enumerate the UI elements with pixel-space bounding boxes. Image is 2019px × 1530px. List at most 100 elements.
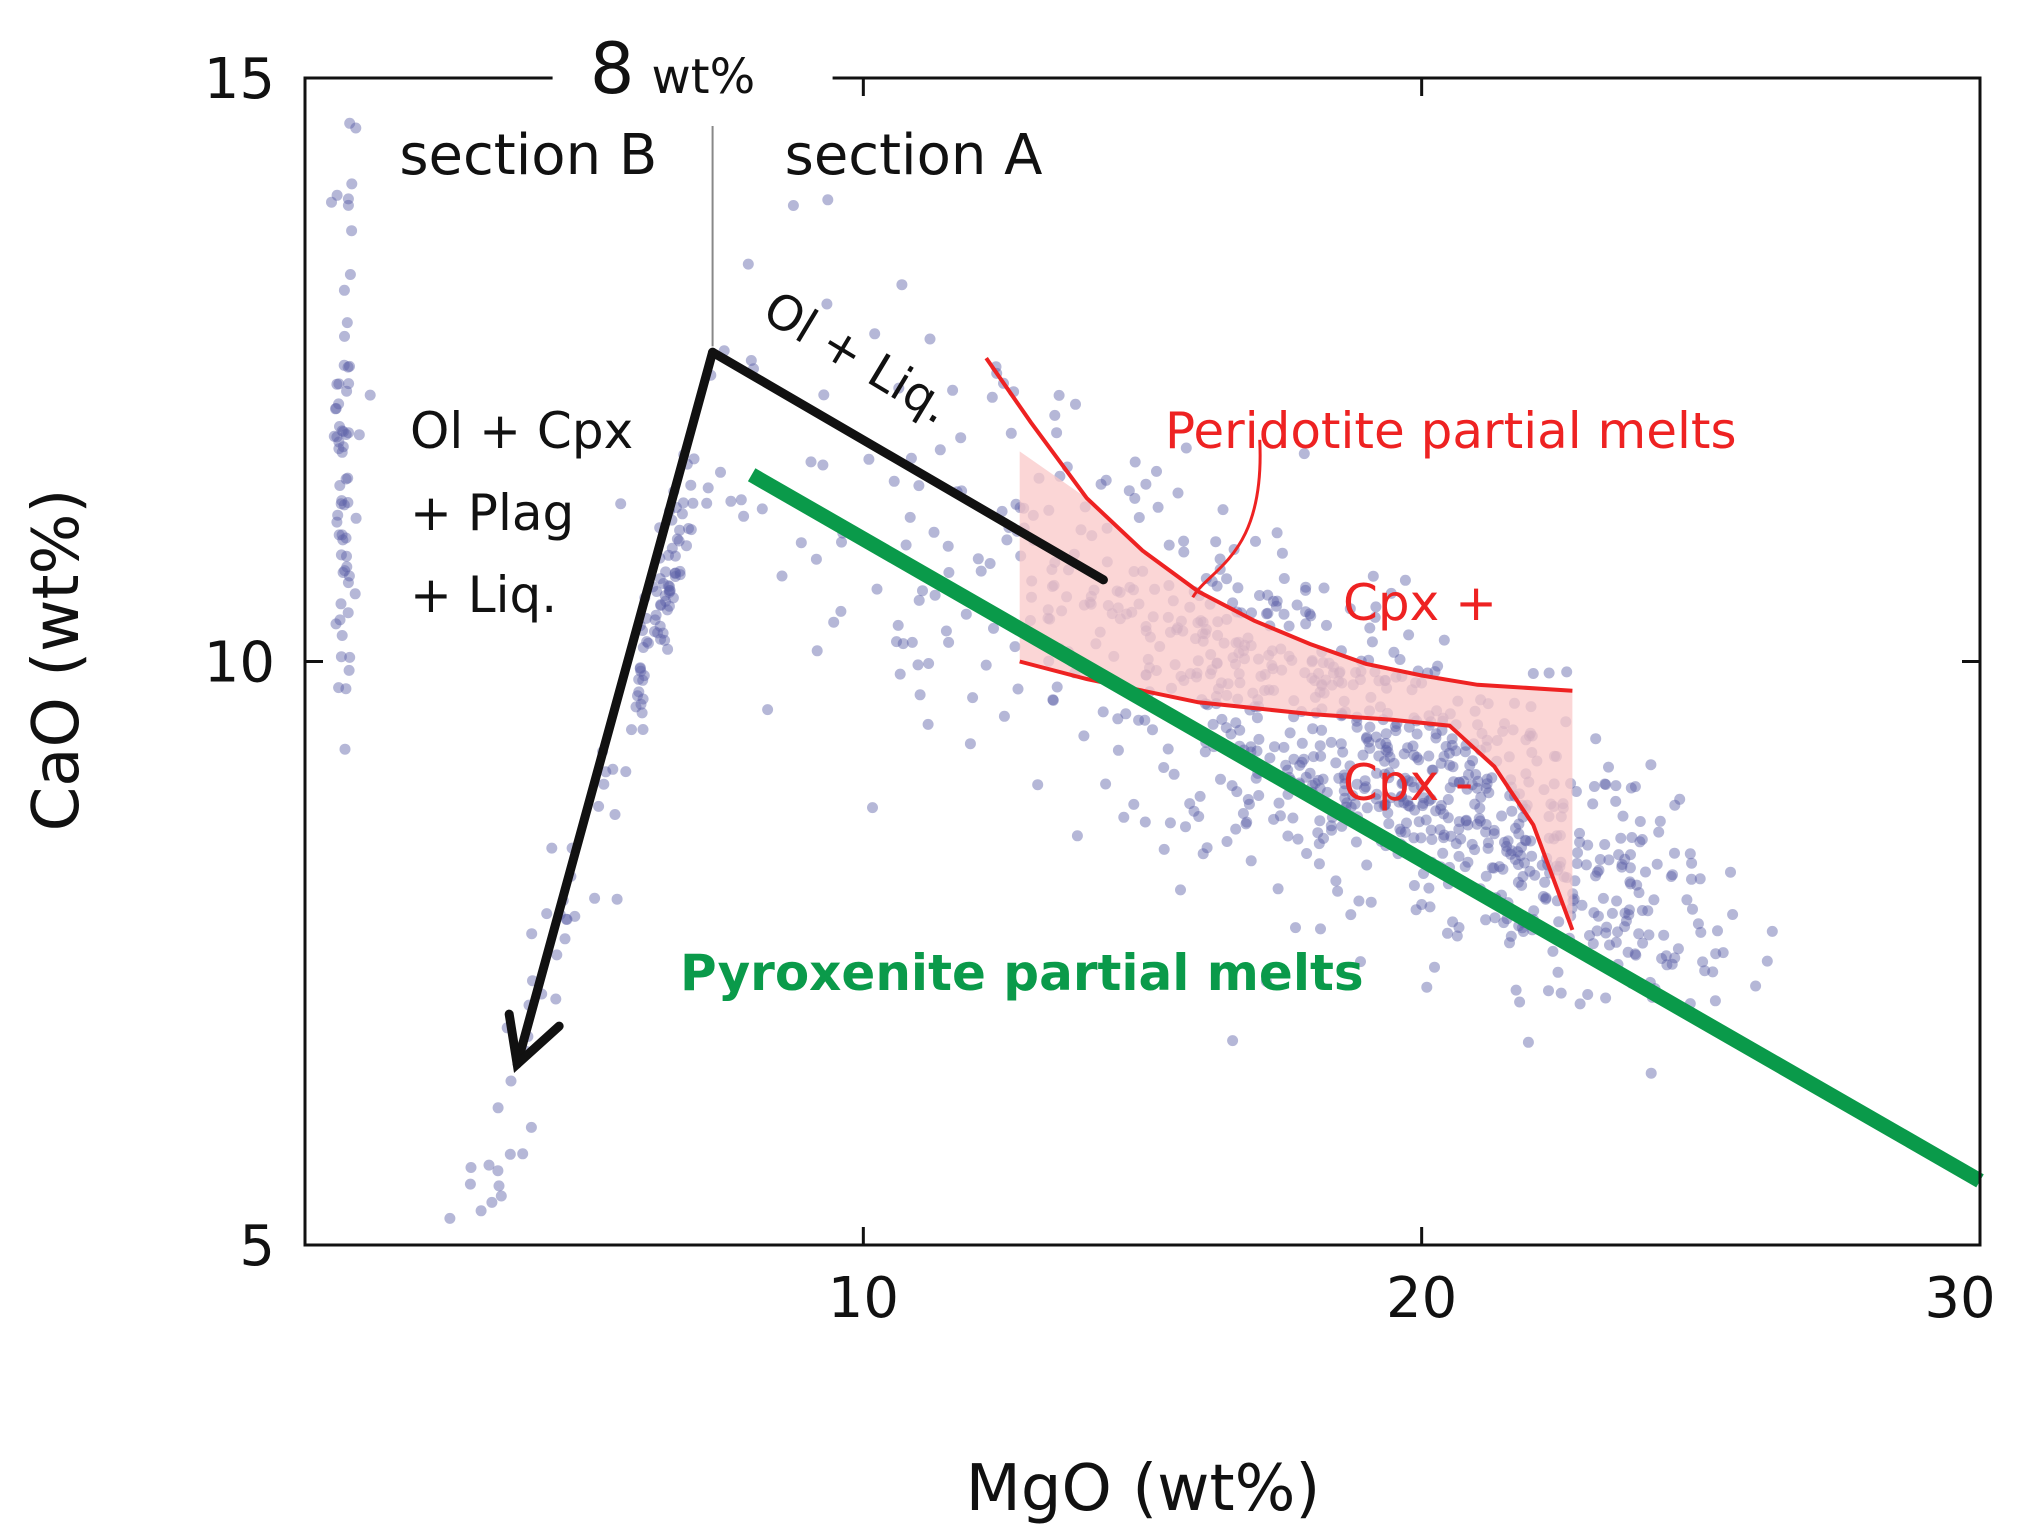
scatter-point xyxy=(635,698,647,710)
section-a-label: section A xyxy=(785,123,1043,188)
scatter-point xyxy=(1380,744,1392,756)
scatter-point xyxy=(676,508,688,520)
scatter-point xyxy=(615,498,627,510)
scatter-point xyxy=(1684,848,1696,860)
cpx-minus-label: Cpx - xyxy=(1343,754,1473,812)
scatter-point xyxy=(1163,539,1175,551)
scatter-point xyxy=(1594,854,1606,865)
scatter-point xyxy=(1407,740,1419,752)
scatter-point xyxy=(1582,839,1594,851)
scatter-point xyxy=(341,385,353,397)
scatter-point xyxy=(1360,733,1372,744)
scatter-point xyxy=(1403,721,1415,733)
scatter-point xyxy=(1461,783,1473,795)
scatter-point xyxy=(1440,741,1452,752)
scatter-point xyxy=(1305,610,1317,622)
scatter-point xyxy=(1473,812,1485,824)
scatter-point xyxy=(335,549,347,561)
scatter-point xyxy=(688,453,700,465)
scatter-point xyxy=(337,567,349,578)
scatter-point xyxy=(335,498,347,510)
scatter-point xyxy=(1296,756,1308,768)
scatter-point xyxy=(1123,485,1135,497)
scatter-point xyxy=(1543,985,1554,997)
scatter-point xyxy=(620,766,632,778)
scatter-point xyxy=(1408,880,1420,891)
scatter-point xyxy=(1398,797,1410,809)
scatter-point xyxy=(1599,839,1611,850)
scatter-point xyxy=(1382,746,1394,758)
scatter-point xyxy=(333,682,345,694)
scatter-point xyxy=(1539,876,1551,888)
scatter-point xyxy=(1467,755,1479,767)
scatter-point xyxy=(1158,843,1170,855)
scatter-point xyxy=(1510,822,1521,834)
scatter-point xyxy=(1411,728,1423,740)
cpx-plus-label: Cpx + xyxy=(1343,574,1497,632)
scatter-point xyxy=(1587,938,1599,950)
scatter-point xyxy=(1402,775,1414,787)
scatter-point xyxy=(634,662,646,674)
scatter-point xyxy=(1211,580,1223,592)
scatter-point xyxy=(1658,929,1670,941)
scatter-point xyxy=(1396,790,1407,802)
scatter-point xyxy=(1712,925,1723,937)
scatter-point xyxy=(1482,837,1494,849)
scatter-point xyxy=(346,178,358,190)
scatter-point xyxy=(1460,814,1472,826)
scatter-point xyxy=(891,636,902,648)
scatter-point xyxy=(661,604,673,616)
scatter-point xyxy=(1316,724,1328,736)
scatter-point xyxy=(863,453,875,465)
scatter-point xyxy=(1380,737,1392,749)
scatter-point xyxy=(1133,512,1145,523)
scatter-point xyxy=(475,1205,487,1217)
scatter-point xyxy=(1355,956,1366,968)
scatter-point xyxy=(364,389,376,401)
scatter-point xyxy=(1071,830,1083,842)
scatter-point xyxy=(1447,916,1459,928)
scatter-point xyxy=(1383,767,1395,779)
scatter-point xyxy=(1430,805,1442,817)
scatter-point xyxy=(947,384,959,396)
scatter-point xyxy=(655,600,667,611)
scatter-point xyxy=(341,561,353,573)
scatter-point xyxy=(1429,961,1440,973)
scatter-point xyxy=(1388,757,1400,769)
scatter-point xyxy=(1672,943,1684,955)
scatter-point xyxy=(483,1159,495,1171)
scatter-point xyxy=(900,539,912,551)
scatter-point xyxy=(335,651,347,663)
scatter-point xyxy=(1338,785,1350,797)
scatter-point xyxy=(600,766,612,778)
scatter-point xyxy=(1600,927,1612,939)
scatter-point xyxy=(1283,620,1295,632)
scatter-point xyxy=(333,398,345,410)
scatter-point xyxy=(1669,847,1680,859)
scatter-point xyxy=(1625,878,1637,890)
scatter-point xyxy=(1178,535,1190,547)
scatter-point xyxy=(928,526,940,538)
scatter-point xyxy=(1321,619,1332,631)
scatter-point xyxy=(1264,752,1276,764)
scatter-point xyxy=(1260,975,1272,987)
scatter-point xyxy=(972,553,984,565)
scatter-point xyxy=(1399,574,1411,586)
scatter-point xyxy=(1053,389,1065,401)
scatter-point xyxy=(1480,826,1492,838)
scatter-point xyxy=(1442,927,1453,939)
scatter-point xyxy=(1197,848,1209,860)
scatter-point xyxy=(1438,634,1450,646)
scatter-point xyxy=(1527,668,1539,679)
scatter-point xyxy=(1351,721,1363,733)
scatter-point xyxy=(1426,764,1438,776)
scatter-point xyxy=(1486,862,1498,874)
scatter-point xyxy=(1537,891,1549,902)
scatter-point xyxy=(1616,861,1628,873)
scatter-point xyxy=(651,586,663,597)
scatter-point xyxy=(1423,882,1435,894)
scatter-point xyxy=(1118,811,1130,823)
scatter-point xyxy=(1383,818,1395,830)
scatter-point xyxy=(1603,761,1614,773)
scatter-point xyxy=(988,622,999,634)
